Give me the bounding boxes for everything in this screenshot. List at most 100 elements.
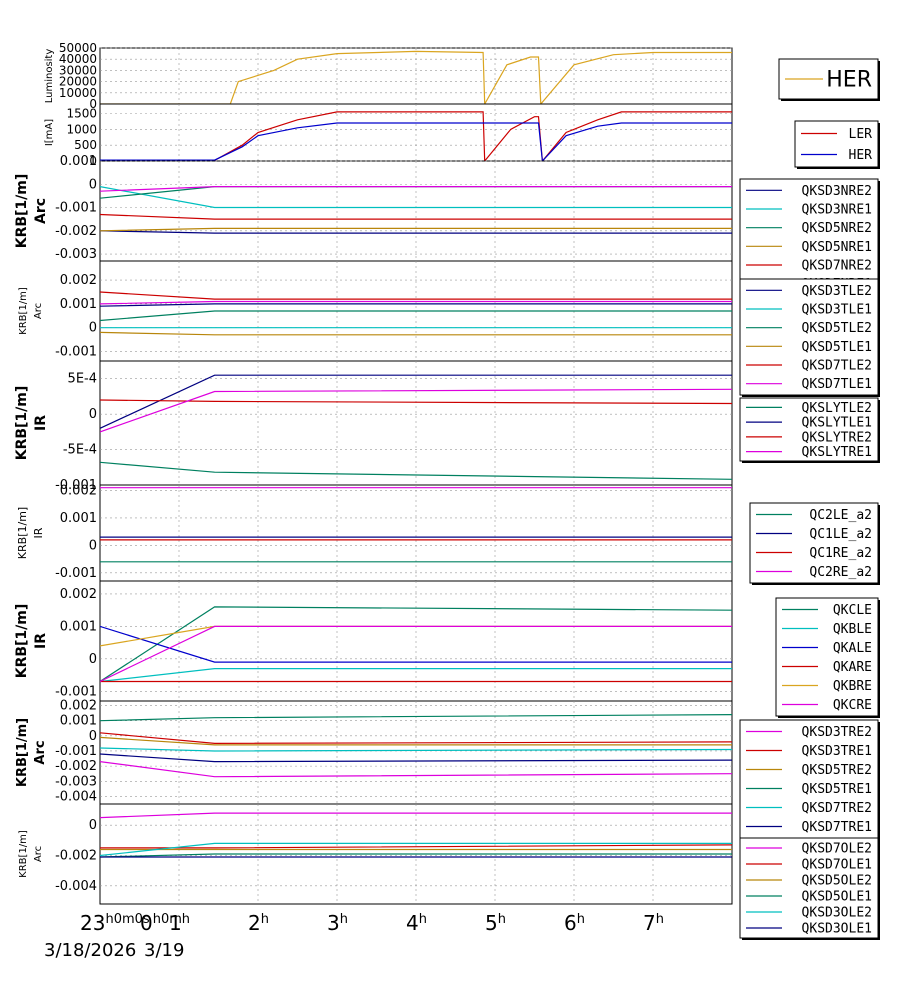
y-tick-label: 0: [89, 407, 97, 422]
y-tick-label: 50000: [59, 41, 97, 55]
y-axis-label-unit: KRB[1/m]: [16, 507, 29, 559]
series-line-QKSLYTRE1: [100, 388, 732, 433]
series-line-QKSD7TLE2: [100, 291, 732, 300]
y-axis-label: KRB[1/m] IR: [14, 604, 49, 679]
legend-label: QKBLE: [833, 622, 872, 637]
x-tick-label: 7h: [643, 911, 664, 935]
series-line-QKSD3TLE2: [100, 303, 732, 307]
y-tick-label: 0: [89, 538, 97, 553]
legend-label: QKSD3TRE1: [802, 744, 872, 759]
y-axis-label-location: Arc: [33, 198, 49, 224]
legend-label: QC1RE_a2: [809, 546, 872, 561]
date-start: 3/18/2026: [44, 940, 136, 961]
y-axis-label: KRB[1/m] IR: [16, 507, 45, 559]
legend-label: QKSD5OLE2: [802, 874, 872, 889]
series-line-QKSD3OLE2: [100, 842, 732, 857]
series-line-QKSD5TRE1: [100, 714, 732, 722]
panel-6: 0.002 0.001 0 -0.001 KRB[1/m] IR QC2LE_a2 QC1LE…: [16, 483, 880, 585]
date-next: 3/19: [144, 940, 184, 961]
legend-label: QKSLYTLE2: [802, 401, 872, 416]
series-line-QKCLE: [100, 606, 732, 683]
series-line-QKSD5TLE1: [100, 331, 732, 336]
legend-label: QKSLYTLE1: [802, 416, 872, 431]
y-axis-label-unit: KRB[1/m]: [18, 830, 29, 878]
panel-frame: [99, 47, 733, 105]
legend: HER: [778, 58, 880, 101]
legend-label: QKSD7OLE1: [802, 858, 872, 873]
legend-label: QKSD7TLE2: [802, 359, 872, 374]
series-line-QKSD5OLE1: [100, 853, 732, 858]
legend-label: QKSD5TRE1: [802, 782, 872, 797]
y-tick-label: 0.001: [60, 154, 97, 169]
legend-box: [794, 120, 879, 168]
y-tick-label: 20000: [59, 75, 97, 89]
y-tick-label: 0.001: [60, 511, 97, 526]
legend-label: HER: [826, 68, 872, 93]
y-tick-label: -0.003: [55, 247, 97, 262]
y-tick-label: -0.001: [55, 684, 97, 699]
series-line-QKSD7NRE1: [100, 186, 732, 192]
y-tick-label: 0.002: [60, 483, 97, 498]
legend-label: QKSD3OLE2: [802, 906, 872, 921]
legend-label: QKSD5NRE2: [802, 221, 872, 236]
series-line-QKSD3TRE1: [100, 732, 732, 745]
series-line-QKSD7TRE1: [100, 753, 732, 763]
y-tick-label: -0.002: [55, 849, 97, 864]
y-tick-label: 40000: [59, 52, 97, 66]
legend: QC2LE_a2 QC1LE_a2 QC1RE_a2 QC2RE_a2: [749, 502, 880, 585]
series-line-QKSD7TLE1: [100, 300, 732, 305]
y-axis-label: I[mA]: [44, 119, 55, 146]
y-axis-label-text: Luminosity: [44, 49, 55, 104]
legend-label: QKSD3NRE1: [802, 203, 872, 218]
panel-8: 0.0020.0010-0.001-0.002-0.003-0.004KRB[1…: [15, 699, 880, 840]
y-tick-label: 0: [89, 177, 97, 192]
y-axis-label-unit: KRB[1/m]: [14, 604, 30, 679]
series-line-QKALE: [100, 625, 732, 663]
legend-box: [739, 278, 879, 396]
y-axis-label-location: Arc: [33, 740, 48, 764]
x-tick-label: 4h: [406, 911, 427, 935]
legend-label: QC2LE_a2: [809, 508, 872, 523]
legend-box: [739, 397, 879, 462]
legend-label: QKSD7TLE1: [802, 377, 872, 392]
series-line-QKCRE: [100, 625, 732, 683]
legend-label: LER: [849, 127, 873, 142]
y-tick-label: -0.001: [55, 744, 97, 759]
legend-label: HER: [849, 148, 873, 163]
series-line-QKSD3NRE1: [100, 186, 732, 209]
series-line-QKSD7TRE2: [100, 747, 732, 752]
y-axis-label-location: Arc: [33, 303, 44, 319]
y-tick-label: 0.002: [60, 699, 97, 714]
y-tick-label: 0.001: [60, 619, 97, 634]
legend-label: QKBRE: [833, 679, 872, 694]
legend-label: QC2RE_a2: [809, 565, 872, 580]
y-tick-label: 0: [89, 97, 97, 111]
legend-label: QKSD5TLE2: [802, 321, 872, 336]
y-axis-label-location: IR: [33, 633, 49, 649]
legend-label: QKCRE: [833, 698, 872, 713]
legend: QKSD3TRE2 QKSD3TRE1 QKSD5TRE2 QKSD5TRE1 QKSD…: [739, 719, 880, 840]
y-tick-label: -0.002: [55, 759, 97, 774]
x-tick-label: 6h: [564, 911, 585, 935]
y-tick-label: 0.002: [60, 587, 97, 602]
x-tick-label: 0h0m: [140, 911, 182, 935]
legend-label: QKSD3TRE2: [802, 725, 872, 740]
legend-label: QC1LE_a2: [809, 527, 872, 542]
y-tick-label: -0.004: [55, 789, 97, 804]
y-tick-label: 1000: [66, 122, 97, 136]
y-tick-label: 0: [89, 818, 97, 833]
y-axis-label-text: I[mA]: [44, 119, 55, 146]
y-axis-label: KRB[1/m] Arc: [15, 718, 48, 787]
panel-7: 0.002 0.001 0 -0.001 KRB[1/m] IR QKCLE QKBLE QKA…: [14, 580, 880, 718]
legend-label: QKSLYTRE2: [802, 430, 872, 445]
y-tick-label: 0.001: [60, 297, 97, 312]
y-tick-label: -0.003: [55, 774, 97, 789]
legend-label: QKSD3TLE1: [802, 303, 872, 318]
series-line-QKSD5TRE2: [100, 736, 732, 746]
series-line-HER: [100, 122, 732, 161]
legend-label: QKSD5TRE2: [802, 763, 872, 778]
y-tick-label: 500: [74, 138, 97, 152]
